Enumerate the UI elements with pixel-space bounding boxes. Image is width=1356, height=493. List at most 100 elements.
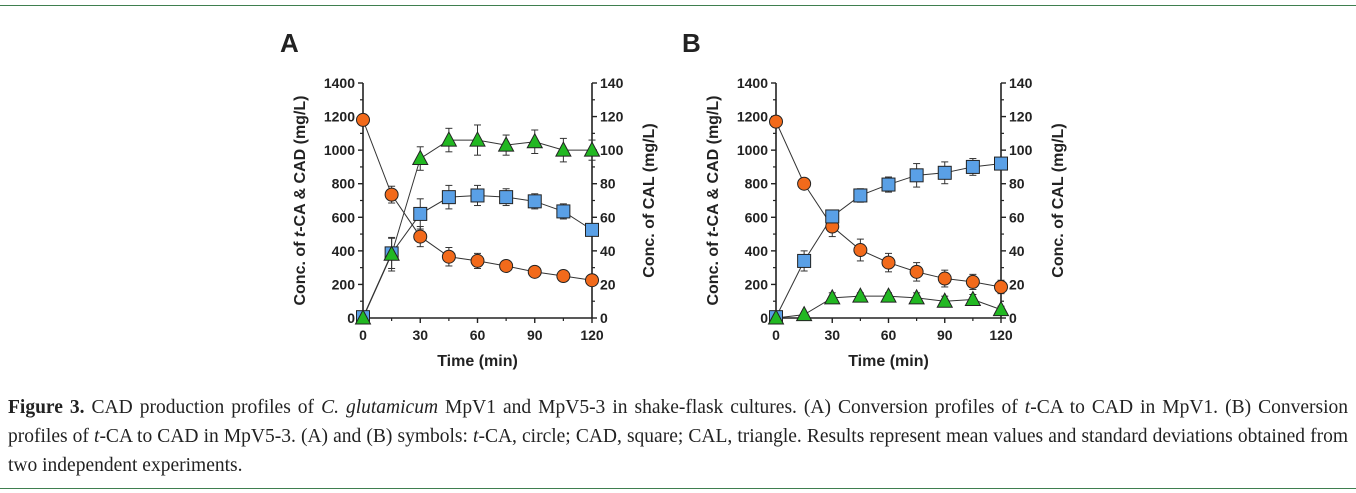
y-axis-title: Conc. of t-CA & CAD (mg/L) <box>292 95 309 305</box>
data-point-circle <box>881 255 896 270</box>
data-point-triangle <box>526 132 544 149</box>
y-tick-label: 200 <box>745 276 769 292</box>
data-point-square <box>937 165 952 180</box>
y-axis-title-part: t <box>705 231 722 237</box>
data-point-triangle <box>852 287 869 303</box>
data-point-square <box>499 190 514 205</box>
data-point-square <box>585 222 599 237</box>
y-tick-label: 400 <box>332 243 356 259</box>
x-tick-label: 30 <box>824 327 840 343</box>
data-point-square <box>556 204 571 219</box>
data-point-triangle <box>880 287 897 303</box>
data-point-circle <box>470 253 485 268</box>
data-point-square <box>797 253 812 268</box>
y-tick-label: 600 <box>332 209 356 225</box>
y2-tick-label: 80 <box>1009 176 1025 192</box>
x-tick-label: 0 <box>772 327 780 343</box>
y2-axis-title: Conc. of CAL (mg/L) <box>1050 123 1067 277</box>
y-tick-label: 1200 <box>737 109 768 125</box>
caption-label: Figure 3. <box>8 397 85 418</box>
y2-tick-label: 40 <box>1009 243 1025 259</box>
x-tick-label: 120 <box>580 327 604 343</box>
data-point-square <box>881 177 896 192</box>
data-point-triangle <box>354 308 372 325</box>
top-rule <box>0 5 1356 6</box>
data-point-square <box>527 194 542 209</box>
data-point-triangle <box>936 292 954 308</box>
y2-tick-label: 0 <box>600 310 608 326</box>
y-tick-label: 800 <box>332 176 356 192</box>
y-tick-label: 1200 <box>324 109 355 125</box>
x-tick-label: 60 <box>881 327 897 343</box>
data-point-triangle <box>469 131 486 147</box>
caption-text: CAD production profiles of C. glutamicum… <box>8 397 1348 476</box>
data-point-circle <box>527 264 542 279</box>
y-tick-label: 600 <box>745 209 769 225</box>
data-point-square <box>470 188 485 203</box>
y-tick-label: 1000 <box>324 142 355 158</box>
data-point-square <box>965 159 980 174</box>
data-point-square <box>994 156 1008 171</box>
data-point-circle <box>413 229 428 244</box>
y2-tick-label: 20 <box>1009 276 1025 292</box>
data-point-triangle <box>964 290 982 307</box>
caption-run: CAD production profiles of <box>84 397 322 418</box>
data-point-triangle <box>823 288 841 305</box>
data-point-triangle <box>555 141 572 157</box>
y2-tick-label: 80 <box>600 176 616 192</box>
data-point-triangle <box>795 305 813 322</box>
y2-tick-label: 40 <box>600 243 616 259</box>
x-tick-label: 90 <box>937 327 953 343</box>
y-tick-label: 200 <box>332 276 356 292</box>
caption-run: -CA, circle; CAD, square; CAL, triangle.… <box>8 426 1349 476</box>
data-point-circle <box>556 269 571 284</box>
data-point-square <box>441 190 456 205</box>
y-axis-title-part: Conc. of <box>705 237 722 305</box>
y-axis-title: Conc. of t-CA & CAD (mg/L) <box>705 95 722 305</box>
data-point-square <box>853 188 868 203</box>
y2-tick-label: 120 <box>1009 109 1033 125</box>
data-point-circle <box>585 273 599 288</box>
y2-tick-label: 60 <box>1009 209 1025 225</box>
y-tick-label: 800 <box>745 176 769 192</box>
caption-run: t <box>1024 397 1031 418</box>
y-axis-title-part: -CA & CAD (mg/L) <box>292 95 309 231</box>
y2-tick-label: 140 <box>1009 75 1033 91</box>
data-point-circle <box>356 112 370 127</box>
data-point-circle <box>441 249 456 264</box>
x-axis-title: Time (min) <box>848 353 929 370</box>
figure-caption: Figure 3. CAD production profiles of C. … <box>8 393 1348 480</box>
x-axis-title: Time (min) <box>437 353 518 370</box>
y2-tick-label: 20 <box>600 276 616 292</box>
data-point-triangle <box>383 245 400 261</box>
data-point-triangle <box>411 149 429 166</box>
data-point-circle <box>937 271 952 286</box>
y-tick-label: 1400 <box>324 75 355 91</box>
x-tick-label: 60 <box>470 327 486 343</box>
y2-tick-label: 140 <box>600 75 624 91</box>
figure-panels: A020040060080010001200140002040608010012… <box>280 28 1067 370</box>
caption-run: t <box>94 426 100 447</box>
x-tick-label: 90 <box>527 327 543 343</box>
data-point-triangle <box>767 308 785 325</box>
chart-panel-a: A020040060080010001200140002040608010012… <box>280 28 658 370</box>
y-tick-label: 1000 <box>737 142 768 158</box>
panel-letter: A <box>280 28 299 58</box>
x-tick-label: 120 <box>989 327 1013 343</box>
data-point-triangle <box>497 136 515 152</box>
bottom-rule <box>0 488 1356 489</box>
series-line-triangle <box>362 139 592 319</box>
data-point-circle <box>499 258 514 273</box>
caption-run: t <box>473 426 479 447</box>
y-axis-title-part: Conc. of <box>292 237 309 305</box>
y2-tick-label: 0 <box>1009 310 1017 326</box>
data-point-triangle <box>992 300 1010 317</box>
x-tick-label: 30 <box>412 327 428 343</box>
caption-run: -CA to CAD in MpV5-3. (A) and (B) symbol… <box>99 426 474 447</box>
caption-run: -CA to CAD in MpV1. (B) Conversion profi… <box>8 397 1348 447</box>
data-point-circle <box>797 176 812 191</box>
y-axis-title-part: t <box>292 231 309 237</box>
data-point-circle <box>769 114 783 129</box>
data-point-square <box>825 209 840 224</box>
y2-axis-title: Conc. of CAL (mg/L) <box>641 123 658 277</box>
